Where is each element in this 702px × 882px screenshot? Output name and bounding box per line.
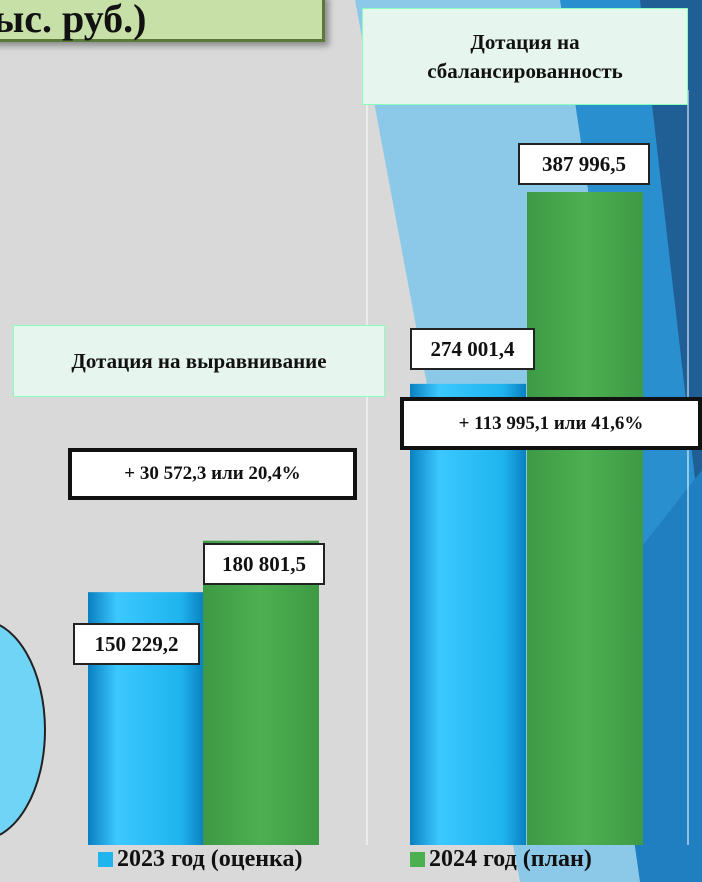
bar <box>203 540 319 845</box>
legend-label: 2023 год (оценка) <box>117 846 303 872</box>
category-label: Дотация на выравнивание <box>13 325 385 397</box>
category-label: Дотация на сбалансированность <box>362 8 688 105</box>
value-label: 150 229,2 <box>73 623 200 665</box>
legend-swatch <box>410 852 425 867</box>
legend-label: 2024 год (план) <box>429 846 592 872</box>
chart-title: ыс. руб.) <box>0 0 325 42</box>
bar <box>527 192 643 845</box>
legend-swatch <box>98 852 113 867</box>
value-label: 180 801,5 <box>203 543 325 585</box>
decoration <box>0 624 46 836</box>
value-label: 274 001,4 <box>410 328 535 370</box>
legend-item: 2023 год (оценка) <box>98 846 303 873</box>
value-label: 387 996,5 <box>518 143 650 185</box>
annotation: + 113 995,1 или 41,6% <box>400 397 702 450</box>
annotation: + 30 572,3 или 20,4% <box>68 448 357 500</box>
bar <box>410 383 526 845</box>
legend-item: 2024 год (план) <box>410 846 592 873</box>
